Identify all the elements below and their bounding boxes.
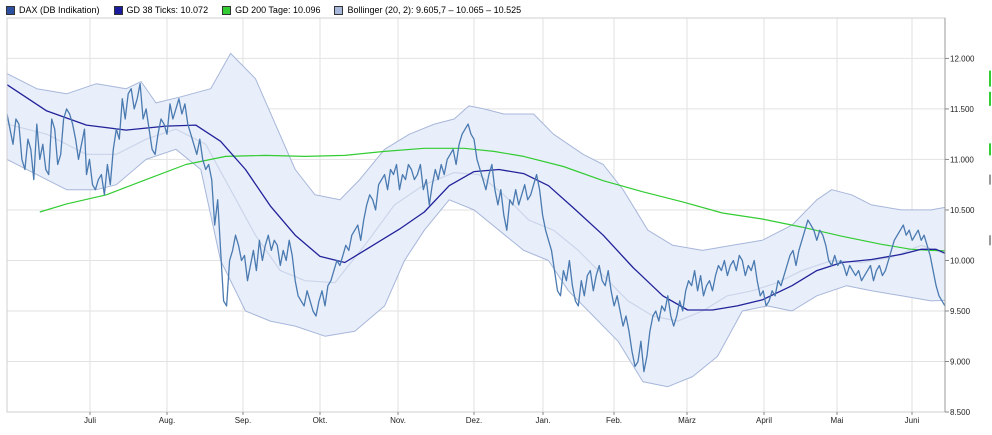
chart-series bbox=[6, 52, 946, 388]
dax-line bbox=[6, 83, 946, 373]
legend-swatch-gd38 bbox=[113, 5, 123, 15]
bollinger-band bbox=[7, 53, 945, 387]
x-axis: Juli Aug. Sep. Okt. Nov. Dez. Jan. Feb. März Apri… bbox=[84, 412, 920, 425]
y-tick-label: 10.500 bbox=[950, 206, 975, 215]
legend-label-dax: DAX (DB Indikation) bbox=[19, 5, 100, 15]
bollinger-mid-line bbox=[6, 123, 946, 322]
y-tick-label: 9.000 bbox=[950, 357, 971, 366]
y-tick-label: 8.500 bbox=[950, 408, 971, 417]
x-tick-label: Dez. bbox=[466, 416, 482, 425]
legend-swatch-bollinger bbox=[334, 5, 344, 15]
legend-swatch-dax bbox=[6, 5, 15, 15]
right-edge-marker bbox=[989, 143, 991, 156]
right-edge-marker bbox=[989, 235, 991, 246]
x-tick-label: April bbox=[756, 416, 772, 425]
legend-item-bollinger[interactable]: Bollinger (20, 2): 9.605,7 – 10.065 – 10… bbox=[334, 5, 521, 15]
right-edge-marker bbox=[989, 70, 991, 87]
legend-item-gd38[interactable]: GD 38 Ticks: 10.072 bbox=[113, 5, 209, 15]
bollinger-lower-line bbox=[6, 148, 946, 388]
y-axis: 12.000 11.500 11.000 10.500 10.000 9.500 9.000… bbox=[945, 54, 975, 417]
x-tick-label: Nov. bbox=[390, 416, 406, 425]
x-tick-label: Feb. bbox=[606, 416, 622, 425]
right-edge-markers bbox=[989, 70, 991, 246]
x-tick-label: Juli bbox=[84, 416, 96, 425]
legend-item-gd200[interactable]: GD 200 Tage: 10.096 bbox=[222, 5, 320, 15]
y-tick-label: 11.000 bbox=[950, 155, 974, 164]
legend-label-gd200: GD 200 Tage: 10.096 bbox=[235, 5, 321, 15]
bollinger-upper-line bbox=[6, 52, 946, 251]
x-tick-label: Mai bbox=[831, 416, 844, 425]
y-tick-label: 12.000 bbox=[950, 54, 975, 63]
x-tick-label: März bbox=[678, 416, 696, 425]
plot-frame bbox=[6, 17, 946, 413]
y-tick-label: 10.000 bbox=[950, 256, 975, 265]
gd38-line bbox=[6, 84, 946, 311]
y-tick-label: 9.500 bbox=[950, 307, 971, 316]
right-edge-marker bbox=[989, 174, 991, 185]
chart-legend: DAX (DB Indikation) GD 38 Ticks: 10.072 … bbox=[6, 2, 521, 18]
x-tick-label: Jan. bbox=[535, 416, 550, 425]
x-tick-label: Okt. bbox=[313, 416, 328, 425]
right-edge-marker bbox=[989, 91, 991, 106]
legend-label-bollinger: Bollinger (20, 2): 9.605,7 – 10.065 – 10… bbox=[347, 5, 522, 15]
x-tick-label: Aug. bbox=[159, 416, 175, 425]
legend-label-gd38: GD 38 Ticks: 10.072 bbox=[126, 5, 209, 15]
y-tick-label: 11.500 bbox=[950, 105, 974, 114]
legend-swatch-gd200 bbox=[222, 5, 232, 15]
x-tick-label: Juni bbox=[905, 416, 920, 425]
gd200-line bbox=[39, 147, 946, 252]
x-tick-label: Sep. bbox=[235, 416, 251, 425]
legend-item-dax[interactable]: DAX (DB Indikation) bbox=[6, 5, 100, 15]
bollinger-fill bbox=[7, 53, 945, 387]
